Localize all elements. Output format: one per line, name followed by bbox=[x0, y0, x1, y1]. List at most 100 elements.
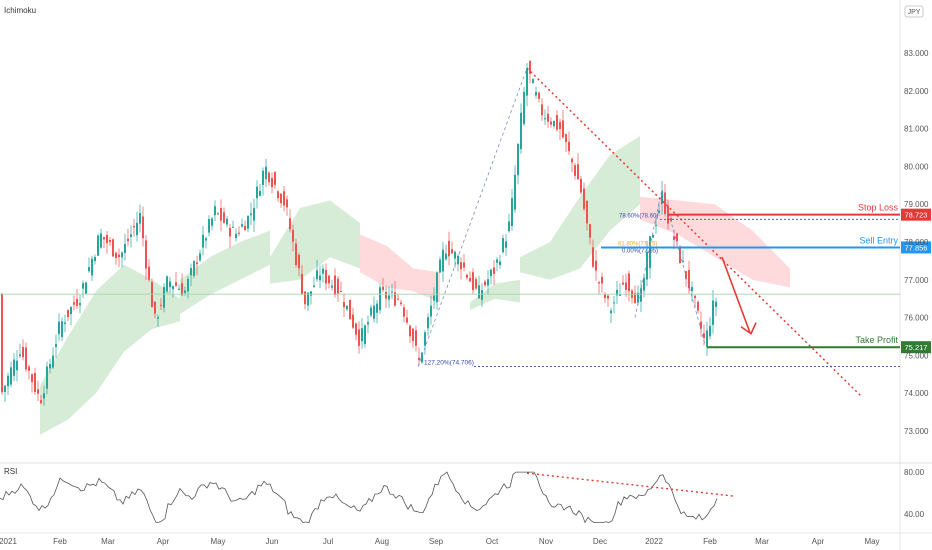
candle-body bbox=[544, 118, 546, 120]
candle-body bbox=[364, 325, 366, 345]
candle-body bbox=[250, 213, 252, 216]
candle-body bbox=[421, 352, 423, 363]
candle-body bbox=[607, 295, 609, 299]
time-tick-label: Jul bbox=[323, 537, 333, 546]
candle-body bbox=[328, 275, 330, 284]
candle-body bbox=[391, 291, 393, 293]
price-tick-label: 74.000 bbox=[904, 389, 929, 398]
candle-body bbox=[511, 198, 513, 227]
candle-body bbox=[583, 188, 585, 209]
time-tick-label: Jun bbox=[266, 537, 279, 546]
candle-body bbox=[367, 322, 369, 325]
candle-body bbox=[562, 120, 564, 138]
candle-body bbox=[535, 91, 537, 96]
candle-body bbox=[229, 227, 231, 237]
candle-body bbox=[238, 232, 240, 234]
candle-body bbox=[673, 236, 675, 240]
level-price-tag bbox=[901, 208, 931, 221]
candle-body bbox=[277, 191, 279, 199]
candle-body bbox=[55, 344, 57, 348]
cloud-segment bbox=[180, 230, 270, 314]
candle-body bbox=[337, 278, 339, 294]
candle-body bbox=[7, 375, 9, 387]
currency-badge[interactable] bbox=[904, 5, 924, 18]
time-axis: 2021 Feb Mar Apr May Jun Jul Aug Sep Oct Nov Dec 202… bbox=[0, 537, 880, 546]
candle-body bbox=[676, 233, 678, 242]
time-tick-label: Apr bbox=[812, 537, 825, 546]
candle-body bbox=[70, 307, 72, 315]
candle-body bbox=[235, 233, 237, 239]
candle-body bbox=[415, 330, 417, 346]
candle-body bbox=[571, 158, 573, 163]
candle-body bbox=[118, 254, 120, 258]
candle-body bbox=[31, 374, 33, 383]
price-tick-label: 83.000 bbox=[904, 49, 929, 58]
time-tick-label: May bbox=[864, 537, 879, 546]
candle-body bbox=[142, 216, 144, 239]
candle-body bbox=[43, 393, 45, 399]
candle-body bbox=[706, 330, 708, 347]
candle-body bbox=[538, 92, 540, 99]
candle-body bbox=[646, 251, 648, 280]
candle-body bbox=[169, 281, 171, 288]
candle-body bbox=[490, 269, 492, 277]
candle-body bbox=[568, 141, 570, 152]
time-tick-label: Oct bbox=[486, 537, 499, 546]
candle-body bbox=[271, 178, 273, 188]
candle-body bbox=[565, 134, 567, 143]
candle-body bbox=[289, 218, 291, 230]
candle-body bbox=[595, 260, 597, 271]
candle-body bbox=[712, 300, 714, 325]
candle-body bbox=[10, 367, 12, 385]
candle-body bbox=[28, 366, 30, 371]
candle-body bbox=[166, 276, 168, 292]
cloud-segment bbox=[40, 264, 180, 435]
candle-body bbox=[541, 104, 543, 116]
candle-body bbox=[661, 191, 663, 204]
candle-body bbox=[280, 193, 282, 204]
candle-body bbox=[193, 261, 195, 277]
candle-body bbox=[610, 310, 612, 314]
candle-body bbox=[523, 91, 525, 125]
rsi-tick-label: 40.00 bbox=[904, 510, 925, 519]
candle-body bbox=[481, 290, 483, 300]
candle-body bbox=[85, 282, 87, 294]
candle-body bbox=[628, 273, 630, 292]
fib-swing-line bbox=[634, 188, 706, 345]
candle-body bbox=[256, 186, 258, 199]
candle-body bbox=[88, 267, 90, 272]
candle-body bbox=[343, 301, 345, 308]
candle-body bbox=[172, 286, 174, 290]
candle-body bbox=[370, 307, 372, 316]
candle-body bbox=[163, 286, 165, 308]
candle-body bbox=[313, 285, 315, 287]
candle-body bbox=[226, 218, 228, 225]
candle-body bbox=[358, 329, 360, 346]
candle-body bbox=[262, 170, 264, 185]
candle-body bbox=[634, 293, 636, 304]
candle-body bbox=[46, 366, 48, 389]
candle-body bbox=[40, 400, 42, 404]
candle-body bbox=[379, 287, 381, 311]
candle-body bbox=[682, 260, 684, 262]
candle-body bbox=[412, 328, 414, 341]
candle-body bbox=[622, 282, 624, 285]
candle-body bbox=[148, 266, 150, 280]
candle-body bbox=[259, 190, 261, 196]
candle-body bbox=[442, 249, 444, 272]
candle-body bbox=[244, 225, 246, 231]
candle-body bbox=[175, 282, 177, 286]
time-tick-label: 2022 bbox=[645, 537, 663, 546]
candle-body bbox=[514, 174, 516, 210]
candle-body bbox=[82, 283, 84, 289]
candle-body bbox=[394, 292, 396, 306]
candle-body bbox=[613, 302, 615, 304]
cloud-segment bbox=[360, 234, 440, 303]
candle-body bbox=[694, 295, 696, 299]
candle-body bbox=[19, 354, 21, 357]
price-tick-label: 82.000 bbox=[904, 87, 929, 96]
cloud-segment bbox=[270, 200, 360, 284]
candle-body bbox=[499, 261, 501, 266]
candle-body bbox=[577, 164, 579, 180]
